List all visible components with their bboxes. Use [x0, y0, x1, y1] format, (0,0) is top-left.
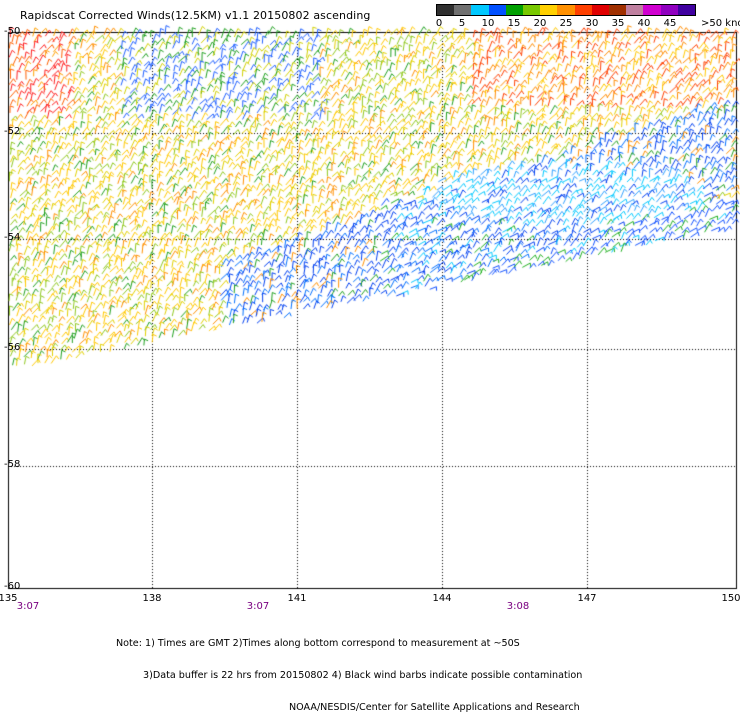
color-scale-label: 30 — [585, 18, 599, 29]
color-scale-segment — [591, 5, 610, 15]
time-label-2: 3:07 — [246, 601, 270, 612]
lat-label-56s: -56 — [4, 342, 21, 353]
lon-label-141: 141 — [287, 593, 307, 604]
color-scale-segment — [626, 5, 644, 15]
lon-label-150: 150 — [721, 593, 740, 604]
color-scale-segment — [454, 5, 472, 15]
color-scale-segment — [660, 5, 678, 15]
note-line-3: NOAA/NESDIS/Center for Satellite Applica… — [289, 702, 580, 714]
color-scale-segment — [437, 5, 455, 15]
color-scale-segment — [609, 5, 627, 15]
color-scale-label: 35 — [611, 18, 625, 29]
wind-barb-map — [0, 0, 740, 650]
lon-label-135: 135 — [0, 593, 18, 604]
time-label-3: 3:08 — [506, 601, 530, 612]
lon-label-138: 138 — [142, 593, 162, 604]
lon-label-147: 147 — [577, 593, 597, 604]
note-line-2: 3)Data buffer is 22 hrs from 20150802 4)… — [143, 669, 583, 681]
lat-label-52s: -52 — [4, 126, 21, 137]
lon-label-144: 144 — [432, 593, 452, 604]
lat-label-54s: -54 — [4, 232, 21, 243]
color-scale-segment — [523, 5, 541, 15]
color-scale-segment — [574, 5, 592, 15]
color-scale-label: 45 — [663, 18, 677, 29]
color-scale-segment — [540, 5, 558, 15]
lat-label-60s: -60 — [4, 581, 21, 592]
lat-label-50s: -50 — [4, 26, 21, 37]
color-scale-segment — [505, 5, 524, 15]
color-scale-label: 15 — [507, 18, 521, 29]
wind-speed-color-scale: 0 5 10 15 20 25 30 35 40 45 >50 knots — [436, 4, 740, 34]
color-scale-label: 0 — [435, 18, 443, 29]
color-scale-segment — [643, 5, 661, 15]
map-title: Rapidscat Corrected Winds(12.5KM) v1.1 2… — [20, 9, 371, 22]
color-scale-segment — [677, 5, 696, 15]
color-scale-label: 40 — [637, 18, 651, 29]
color-scale-segment — [488, 5, 506, 15]
footnotes: Note: 1) Times are GMT 2)Times along bot… — [116, 617, 582, 725]
color-scale-label: 25 — [559, 18, 573, 29]
color-scale-label: 5 — [458, 18, 466, 29]
note-line-1: Note: 1) Times are GMT 2)Times along bot… — [116, 637, 520, 649]
time-label-1: 3:07 — [16, 601, 40, 612]
color-scale-bar — [436, 4, 696, 16]
color-scale-label: 10 — [481, 18, 495, 29]
lat-label-58s: -58 — [4, 459, 21, 470]
color-scale-segment — [471, 5, 489, 15]
color-scale-label: 20 — [533, 18, 547, 29]
color-scale-segment — [557, 5, 575, 15]
color-scale-label: >50 knots — [701, 18, 740, 29]
color-scale-labels: 0 5 10 15 20 25 30 35 40 45 >50 knots — [436, 16, 740, 30]
